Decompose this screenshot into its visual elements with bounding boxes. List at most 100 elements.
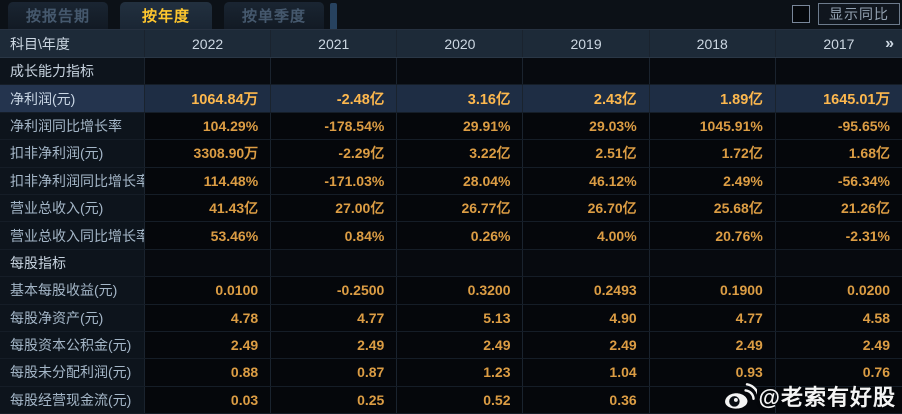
- value-cell: 1.68亿: [775, 140, 902, 167]
- value-cell: [271, 58, 398, 85]
- row-label: 每股经营现金流(元): [0, 386, 145, 414]
- value-cell: 0.2493: [523, 277, 650, 304]
- yoy-control-group: 显示同比: [792, 3, 902, 29]
- value-cell: 2.43亿: [523, 85, 650, 112]
- table-row[interactable]: 营业总收入(元) 41.43亿 27.00亿 26.77亿 26.70亿 25.68亿 21…: [0, 194, 902, 223]
- tab-0[interactable]: 按报告期: [8, 2, 109, 29]
- value-cell: 0.87: [271, 359, 398, 386]
- table-row[interactable]: 营业总收入同比增长率 53.46% 0.84% 0.26% 4.00% 20.76% -2.…: [0, 222, 902, 250]
- year-label: 2018: [696, 35, 728, 52]
- value-cell: [145, 58, 272, 85]
- table-row[interactable]: 净利润(元) 1064.84万 -2.48亿 3.16亿 2.43亿 1.89亿 1645.…: [0, 85, 902, 113]
- value-cell: 5.13: [397, 304, 524, 331]
- value-cell: 20.76%: [649, 222, 776, 249]
- value-cell: 1.72亿: [649, 140, 776, 167]
- section-row[interactable]: 成长能力指标: [0, 58, 902, 86]
- more-years-icon[interactable]: »: [885, 34, 894, 52]
- value-cell: [271, 249, 398, 277]
- table-row[interactable]: 基本每股收益(元) 0.0100 -0.2500 0.3200 0.2493 0.1900…: [0, 277, 902, 305]
- table-row[interactable]: 扣非净利润同比增长率 114.48% -171.03% 28.04% 46.12% 2.4…: [0, 167, 902, 195]
- financial-table: 科目\年度 2022 2021 2020 2019 2018 2017 » 成长能力指标 净利…: [0, 30, 902, 414]
- row-label: 净利润同比增长率: [0, 112, 145, 140]
- value-cell: [649, 58, 776, 85]
- tab-bar: 按报告期 按年度 按单季度 显示同比: [0, 0, 902, 30]
- value-cell: 0.88: [145, 359, 272, 386]
- value-cell: 0.1900: [649, 277, 776, 304]
- value-cell: -95.65%: [775, 112, 902, 140]
- value-cell: 4.77: [271, 304, 398, 331]
- value-cell: 0.0200: [775, 277, 902, 304]
- value-cell: 104.29%: [145, 112, 272, 140]
- value-cell: 1.04: [523, 359, 650, 386]
- table-row[interactable]: 每股资本公积金(元) 2.49 2.49 2.49 2.49 2.49 2.49: [0, 331, 902, 360]
- row-label: 扣非净利润同比增长率: [0, 167, 145, 194]
- row-label: 每股资本公积金(元): [0, 331, 145, 359]
- year-label: 2022: [192, 35, 224, 52]
- year-header-0: 2022: [145, 30, 272, 57]
- table-row[interactable]: 每股经营现金流(元) 0.03 0.25 0.52 0.36: [0, 386, 902, 414]
- value-cell: 1.23: [397, 359, 524, 386]
- value-cell: 46.12%: [523, 167, 650, 194]
- row-label: 营业总收入同比增长率: [0, 222, 145, 249]
- value-cell: [145, 249, 272, 277]
- value-cell: -0.2500: [271, 277, 398, 304]
- value-cell: 2.49%: [649, 167, 776, 194]
- year-header-1: 2021: [271, 30, 398, 57]
- value-cell: 53.46%: [145, 222, 272, 249]
- row-label: 营业总收入(元): [0, 194, 145, 222]
- year-header-3: 2019: [523, 30, 650, 57]
- value-cell: 27.00亿: [271, 194, 398, 222]
- year-label: 2017: [823, 35, 855, 52]
- tab-1[interactable]: 按年度: [120, 2, 213, 29]
- show-yoy-checkbox[interactable]: [792, 5, 810, 23]
- value-cell: -171.03%: [271, 167, 398, 194]
- value-cell: 1645.01万: [775, 85, 902, 112]
- tab-2[interactable]: 按单季度: [224, 2, 325, 29]
- value-cell: 2.49: [145, 331, 272, 359]
- value-cell: [397, 249, 524, 277]
- value-cell: 0.03: [145, 386, 272, 414]
- value-cell: 1045.91%: [649, 112, 776, 140]
- value-cell: 4.00%: [523, 222, 650, 249]
- year-label: 2019: [570, 35, 602, 52]
- value-cell: 29.91%: [397, 112, 524, 140]
- value-cell: [775, 58, 902, 85]
- value-cell: [649, 386, 776, 414]
- value-cell: 29.03%: [523, 112, 650, 140]
- show-yoy-button[interactable]: 显示同比: [818, 3, 900, 25]
- value-cell: 0.52: [397, 386, 524, 414]
- value-cell: [775, 249, 902, 277]
- table-row[interactable]: 净利润同比增长率 104.29% -178.54% 29.91% 29.03% 1045.…: [0, 112, 902, 141]
- value-cell: -2.31%: [775, 222, 902, 249]
- value-cell: 114.48%: [145, 167, 272, 194]
- value-cell: 1064.84万: [145, 85, 272, 112]
- value-cell: 0.93: [649, 359, 776, 386]
- value-cell: 1.89亿: [649, 85, 776, 112]
- row-label: 净利润(元): [0, 85, 145, 112]
- value-cell: 2.49: [775, 331, 902, 359]
- value-cell: 0.0100: [145, 277, 272, 304]
- value-cell: 25.68亿: [649, 194, 776, 222]
- table-row[interactable]: 每股净资产(元) 4.78 4.77 5.13 4.90 4.77 4.58: [0, 304, 902, 332]
- row-label: 每股指标: [0, 249, 145, 277]
- value-cell: 0.76: [775, 359, 902, 386]
- value-cell: -2.29亿: [271, 140, 398, 167]
- table-row[interactable]: 扣非净利润(元) 3308.90万 -2.29亿 3.22亿 2.51亿 1.72亿 1.6…: [0, 140, 902, 168]
- value-cell: [649, 249, 776, 277]
- value-cell: 2.49: [271, 331, 398, 359]
- value-cell: -178.54%: [271, 112, 398, 140]
- value-cell: 4.77: [649, 304, 776, 331]
- row-label: 每股未分配利润(元): [0, 359, 145, 386]
- corner-header-cell: 科目\年度: [0, 30, 145, 57]
- value-cell: 4.78: [145, 304, 272, 331]
- row-label: 成长能力指标: [0, 58, 145, 85]
- table-row[interactable]: 每股未分配利润(元) 0.88 0.87 1.23 1.04 0.93 0.76: [0, 359, 902, 387]
- value-cell: [523, 58, 650, 85]
- year-header-2: 2020: [397, 30, 524, 57]
- value-cell: 3308.90万: [145, 140, 272, 167]
- year-label: 2020: [444, 35, 476, 52]
- value-cell: [775, 386, 902, 414]
- value-cell: 21.26亿: [775, 194, 902, 222]
- value-cell: 0.84%: [271, 222, 398, 249]
- section-row[interactable]: 每股指标: [0, 249, 902, 278]
